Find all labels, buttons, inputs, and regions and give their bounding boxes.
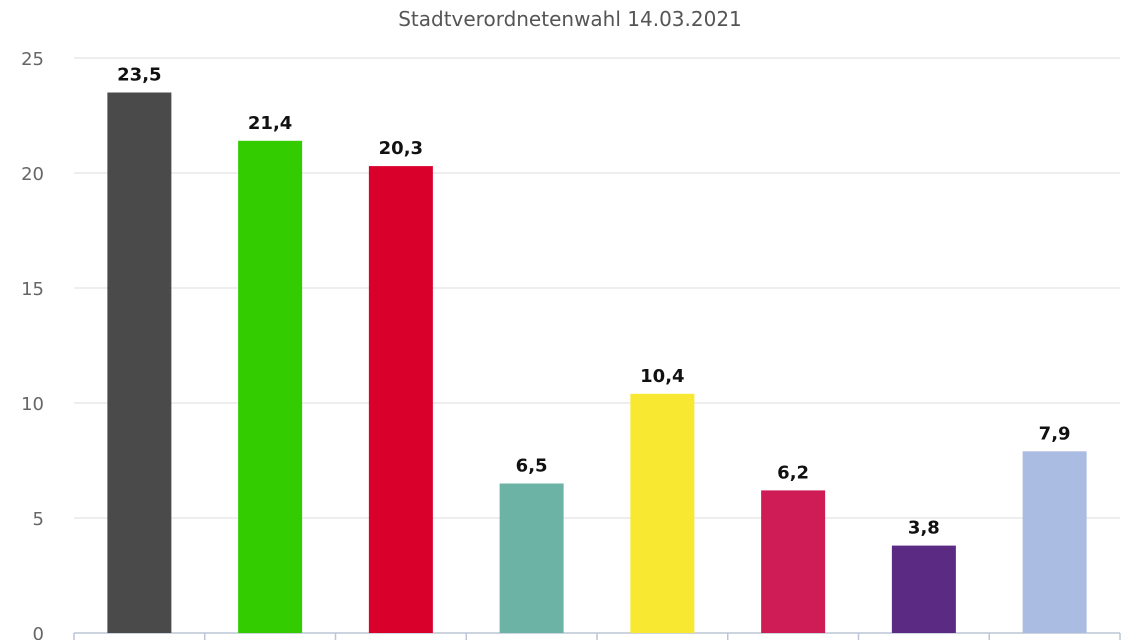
bar <box>761 490 826 633</box>
chart-title: Stadtverordnetenwahl 14.03.2021 <box>398 7 742 31</box>
y-tick-label: 5 <box>33 509 44 530</box>
bar <box>630 393 695 633</box>
y-axis: 0 5 10 15 20 25 <box>21 49 44 640</box>
data-label: 20,3 <box>379 138 423 159</box>
y-tick-label: 15 <box>21 279 44 300</box>
data-label: 10,4 <box>640 366 684 387</box>
bar <box>891 545 956 633</box>
data-label: 6,2 <box>777 462 809 483</box>
bar <box>1022 451 1087 633</box>
bar-series <box>107 92 1087 634</box>
bar <box>368 166 433 633</box>
gridlines <box>74 57 1120 519</box>
y-tick-label: 20 <box>21 164 44 185</box>
y-tick-label: 0 <box>33 624 44 640</box>
y-tick-label: 10 <box>21 394 44 415</box>
bar <box>238 140 303 634</box>
data-label: 3,8 <box>908 518 940 539</box>
x-axis <box>73 632 1121 640</box>
data-labels: 23,5 21,4 20,3 6,5 10,4 6,2 3,8 7,9 <box>117 65 1070 539</box>
bar <box>107 92 172 633</box>
y-tick-label: 25 <box>21 49 44 70</box>
bar <box>499 483 564 633</box>
data-label: 6,5 <box>516 456 548 477</box>
data-label: 21,4 <box>248 113 292 134</box>
data-label: 23,5 <box>117 65 161 86</box>
data-label: 7,9 <box>1039 423 1071 444</box>
